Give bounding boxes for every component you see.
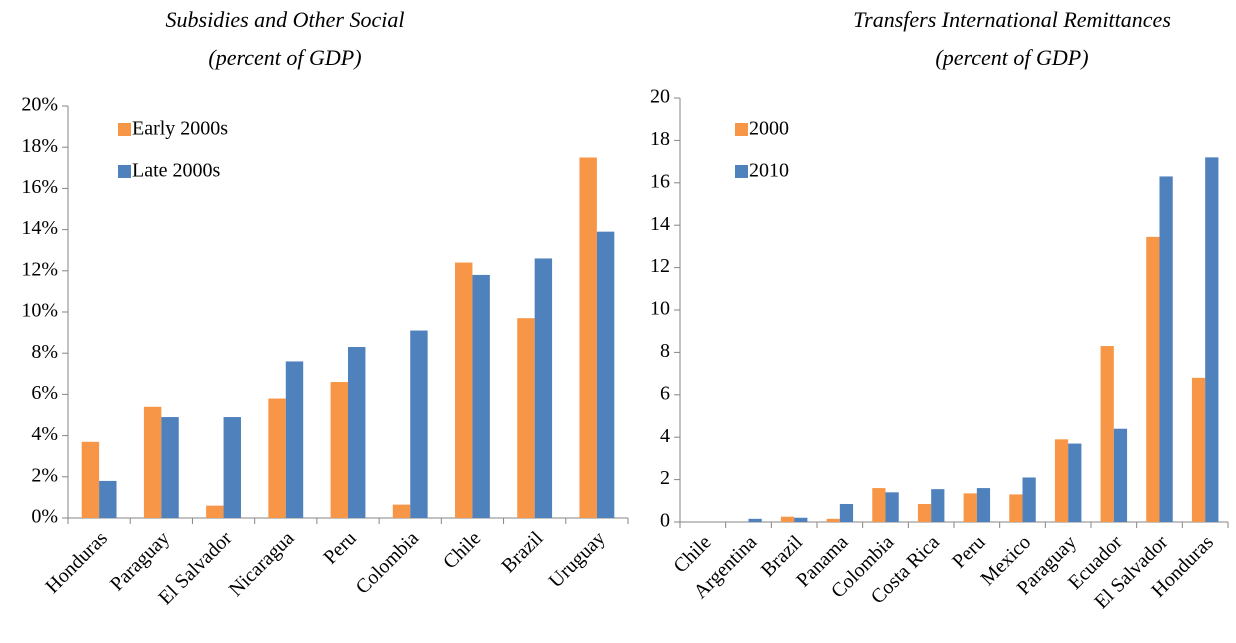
bar	[161, 417, 179, 518]
bar	[963, 493, 977, 522]
bar	[268, 398, 286, 518]
y-tick-label: 0	[660, 510, 670, 532]
y-tick-label: 14%	[21, 217, 58, 239]
y-tick-label: 16	[650, 170, 670, 192]
y-tick-label: 10%	[21, 300, 58, 322]
legend-label: 2000	[749, 118, 789, 140]
bar	[392, 504, 411, 518]
y-tick-label: 2	[660, 467, 670, 489]
y-tick-label: 10	[650, 298, 670, 320]
bar	[410, 330, 428, 518]
y-tick-label: 6	[660, 382, 670, 404]
bar	[330, 382, 348, 518]
legend-label: Late 2000s	[132, 160, 221, 182]
bar	[348, 347, 366, 518]
bar	[872, 488, 886, 522]
bar	[1159, 176, 1173, 522]
bar	[885, 492, 899, 522]
bar	[1009, 494, 1023, 522]
bar	[285, 361, 304, 518]
y-tick-label: 0%	[31, 506, 58, 528]
legend-label: Early 2000s	[132, 118, 228, 140]
y-tick-label: 8%	[31, 341, 58, 363]
legend-swatch	[118, 123, 131, 136]
bar	[1205, 157, 1219, 523]
x-tick-label: Chile	[439, 527, 485, 573]
bar	[780, 516, 795, 522]
y-tick-label: 16%	[21, 176, 58, 198]
y-tick-label: 14	[650, 213, 670, 235]
chart-title: Subsidies and Other Social	[166, 7, 405, 32]
bar	[517, 318, 535, 518]
chart-title: Transfers International Remittances	[853, 7, 1171, 32]
y-tick-label: 20%	[21, 94, 58, 116]
x-tick-label: Colombia	[352, 527, 423, 598]
bar	[472, 274, 490, 518]
y-tick-label: 12%	[21, 258, 58, 280]
y-tick-label: 18%	[21, 135, 58, 157]
bar	[223, 417, 241, 518]
y-tick-label: 20	[650, 86, 670, 108]
x-tick-label: Brazil	[497, 527, 547, 577]
bar	[917, 503, 932, 522]
legend-swatch	[118, 165, 131, 178]
legend-swatch	[735, 165, 748, 178]
legend-label: 2010	[749, 160, 789, 182]
x-tick-label: Nicaragua	[225, 527, 299, 601]
bar	[1100, 346, 1114, 522]
bar	[596, 231, 615, 518]
y-tick-label: 2%	[31, 464, 58, 486]
bar	[1022, 477, 1036, 522]
chart-subtitle: (percent of GDP)	[935, 45, 1088, 70]
y-tick-label: 12	[650, 255, 670, 277]
bar	[579, 157, 597, 518]
bar	[839, 503, 854, 522]
bar	[1191, 377, 1206, 522]
chart-subtitle: (percent of GDP)	[208, 45, 361, 70]
x-tick-label: Peru	[319, 527, 360, 568]
bar	[206, 505, 224, 518]
y-tick-label: 4%	[31, 423, 58, 445]
bar	[1068, 443, 1082, 522]
bar	[931, 489, 945, 522]
x-tick-label: Honduras	[41, 527, 112, 598]
y-tick-label: 18	[650, 128, 670, 150]
y-tick-label: 4	[660, 425, 670, 447]
bar	[826, 518, 840, 522]
bar	[794, 517, 808, 522]
y-tick-label: 8	[660, 340, 670, 362]
bar	[1146, 236, 1160, 523]
bar	[534, 258, 553, 518]
bar	[81, 441, 100, 518]
legend-swatch	[735, 123, 748, 136]
bar	[1054, 439, 1069, 522]
x-tick-label: Uruguay	[545, 527, 610, 592]
bar	[99, 480, 117, 518]
y-tick-label: 6%	[31, 382, 58, 404]
bar	[1113, 428, 1128, 522]
bar	[748, 518, 762, 522]
bar	[455, 262, 473, 518]
bar	[143, 406, 162, 518]
bar	[976, 488, 991, 522]
